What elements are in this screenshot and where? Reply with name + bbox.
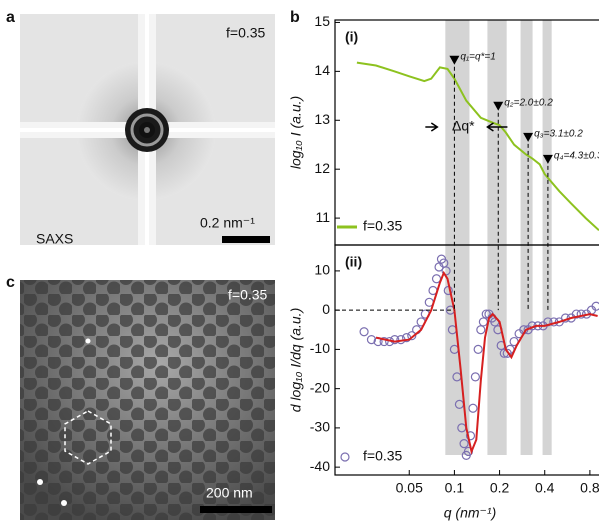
- data-point: [366, 334, 377, 345]
- data-point: [591, 301, 599, 311]
- scale-bar: [200, 506, 272, 513]
- peak-marker: [542, 154, 553, 164]
- legend-label: f=0.35: [363, 218, 403, 234]
- peak-marker: [493, 101, 504, 111]
- peak-label: q₂=2.0±0.2: [504, 97, 553, 108]
- x-tick-label: 0.1: [445, 480, 465, 496]
- x-tick-label: 0.8: [580, 480, 599, 496]
- panel-label: (i): [345, 29, 358, 45]
- saxs-image: [20, 14, 275, 245]
- peak-label: q₁=q*=1: [460, 51, 495, 62]
- arrow: [486, 122, 508, 132]
- y-tick-label: 12: [314, 160, 330, 176]
- data-point: [459, 439, 469, 449]
- x-tick-label: 0.05: [396, 480, 423, 496]
- y-tick-label: 13: [314, 111, 330, 127]
- x-tick-label: 0.4: [535, 480, 555, 496]
- y-tick-label: 11: [315, 209, 330, 225]
- x-tick-label: 0.2: [490, 480, 510, 496]
- f-label: f=0.35: [228, 287, 268, 303]
- legend-marker: [340, 452, 350, 462]
- data-point: [390, 334, 400, 345]
- arrow: [425, 122, 439, 132]
- y-tick-label: -40: [310, 458, 330, 474]
- peak-label: q₃=3.1±0.2: [534, 128, 583, 139]
- panel-label: b: [290, 9, 300, 26]
- y-tick-label: 15: [314, 13, 330, 29]
- band: [445, 20, 470, 455]
- data-point: [407, 331, 417, 341]
- data-point: [571, 309, 581, 319]
- f-label: f=0.35: [226, 25, 266, 41]
- y-tick-label: -20: [310, 379, 330, 395]
- band: [542, 20, 552, 455]
- data-point: [478, 317, 488, 327]
- y-tick-label: -10: [310, 340, 330, 356]
- band: [487, 20, 507, 455]
- panel-label: a: [6, 9, 15, 26]
- data-point: [359, 327, 369, 337]
- scale-bar-label: 0.2 nm⁻¹: [200, 215, 255, 231]
- scale-bar: [222, 236, 270, 243]
- data-point: [465, 431, 476, 441]
- scale-bar-label: 200 nm: [206, 485, 253, 501]
- data-point: [476, 325, 486, 335]
- y-tick-label: -30: [310, 419, 330, 435]
- panel-label: c: [6, 274, 15, 291]
- y-tick-label: 0: [322, 301, 330, 317]
- y-axis-label: d log₁₀ I/dq (a.u.): [288, 308, 304, 412]
- band: [520, 20, 533, 455]
- peak-label: q₄=4.3±0.3: [554, 150, 599, 161]
- peak-marker: [523, 132, 534, 142]
- data-point: [470, 372, 480, 382]
- tem-image: [20, 280, 275, 520]
- plot-frame: [334, 244, 599, 476]
- data-line: [356, 61, 599, 232]
- y-axis-label: log₁₀ I (a.u.): [288, 96, 304, 169]
- y-tick-label: 14: [314, 62, 330, 78]
- caption: SAXS: [36, 231, 73, 247]
- data-point: [468, 403, 478, 413]
- plots: (i) 11 12 13 14 15 log₁₀ I (a.u.) f=0.35 (ii) 10 0…: [288, 13, 599, 521]
- data-point: [473, 344, 483, 355]
- legend-label: f=0.35: [363, 448, 403, 464]
- data-point: [379, 336, 389, 347]
- panel-label: (ii): [345, 254, 362, 270]
- y-tick-label: 10: [314, 262, 330, 278]
- data-line: [375, 270, 598, 455]
- peak-marker: [449, 55, 460, 65]
- x-axis-label: q (nm⁻¹): [444, 505, 497, 521]
- delta-label: Δq*: [452, 118, 475, 134]
